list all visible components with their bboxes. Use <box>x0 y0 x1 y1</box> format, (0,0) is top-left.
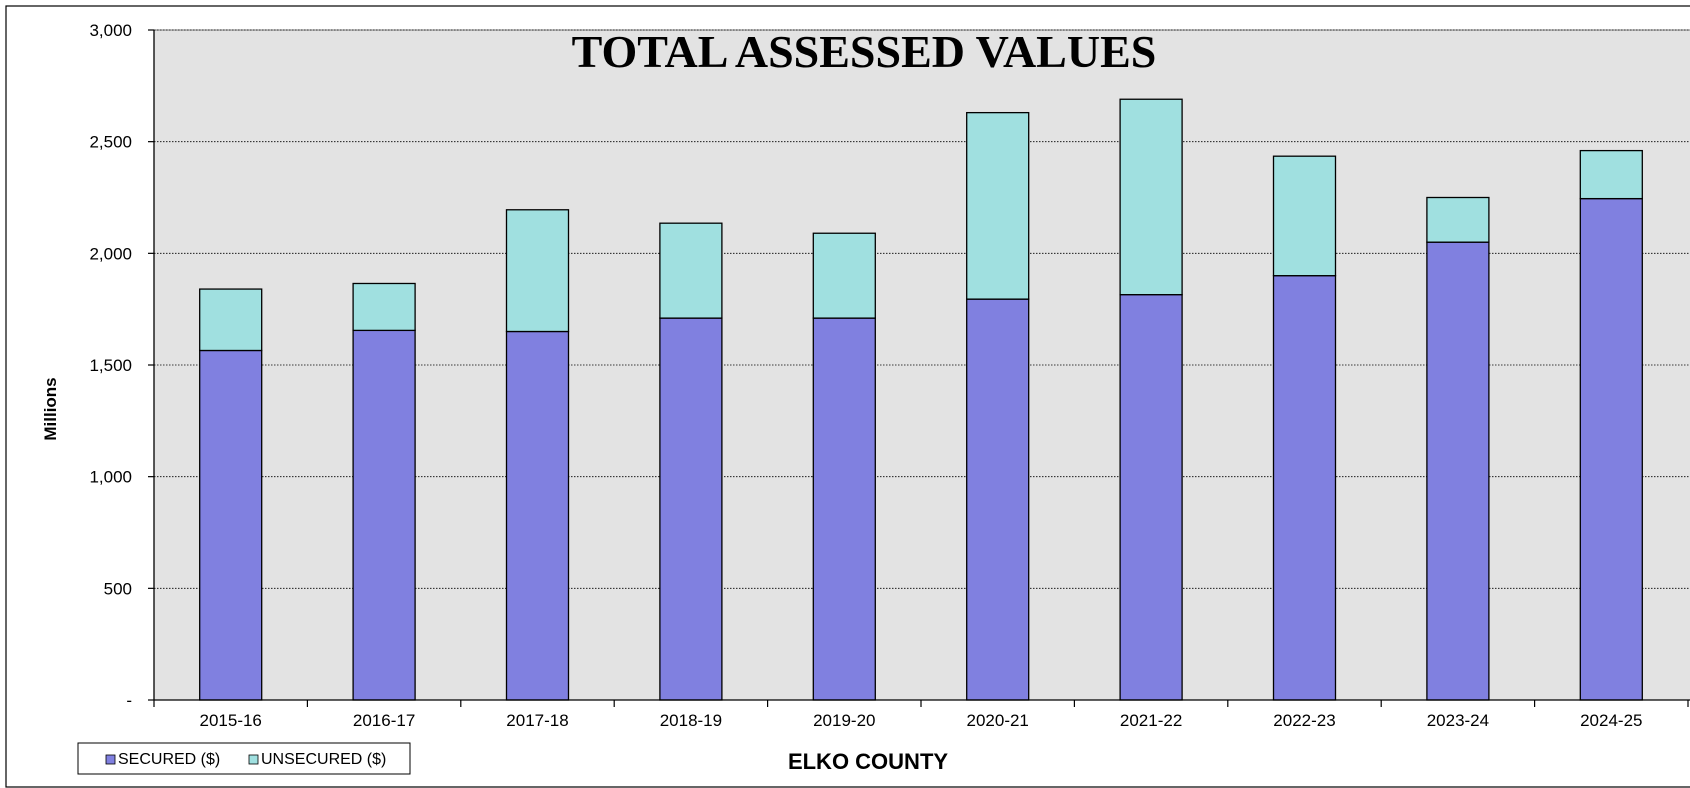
y-axis-ticks: - 500 1,000 1,500 2,000 2,500 3,000 <box>89 21 154 710</box>
x-tick-label: 2016-17 <box>353 711 415 730</box>
bar-unsecured <box>1579 149 1643 200</box>
bar-secured <box>352 329 416 701</box>
y-tick-label: 2,000 <box>89 244 132 263</box>
bar-unsecured <box>1272 155 1337 277</box>
legend-swatch-secured <box>105 754 116 765</box>
x-axis-ticks: 2015-16 2016-17 2017-18 2018-19 2019-20 2020-… <box>153 700 1689 730</box>
bar-secured <box>1579 197 1643 701</box>
bar-unsecured <box>352 282 416 332</box>
legend-swatch-unsecured <box>248 754 259 765</box>
bar-unsecured <box>505 209 570 333</box>
legend-label-secured: SECURED ($) <box>118 751 220 768</box>
bar-unsecured <box>812 232 876 319</box>
x-tick-label: 2022-23 <box>1273 711 1335 730</box>
bar-unsecured <box>199 288 263 352</box>
bar-unsecured <box>1119 98 1183 296</box>
y-tick-label: 1,000 <box>89 468 132 487</box>
x-tick-label: 2017-18 <box>506 711 568 730</box>
x-tick-label: 2021-22 <box>1120 711 1182 730</box>
bar-unsecured <box>966 111 1030 300</box>
y-tick-label: - <box>126 691 132 710</box>
bar-secured <box>812 317 876 701</box>
x-tick-label: 2024-25 <box>1580 711 1642 730</box>
y-tick-label: 3,000 <box>89 21 132 40</box>
x-tick-label: 2020-21 <box>967 711 1029 730</box>
bar-unsecured <box>1426 196 1490 243</box>
bar-unsecured <box>659 222 723 319</box>
legend-label-unsecured: UNSECURED ($) <box>261 751 386 768</box>
bar-secured <box>505 330 570 701</box>
y-tick-label: 500 <box>104 579 132 598</box>
legend-box <box>77 742 411 775</box>
bar-secured <box>966 298 1030 701</box>
bar-secured <box>1426 241 1490 701</box>
legend: SECURED ($) UNSECURED ($) <box>77 742 411 775</box>
x-tick-label: 2015-16 <box>200 711 262 730</box>
y-axis-title: Millions <box>41 377 60 440</box>
y-tick-label: 1,500 <box>89 356 132 375</box>
y-tick-label: 2,500 <box>89 133 132 152</box>
bar-secured <box>199 349 263 701</box>
bar-secured <box>1119 293 1183 701</box>
bar-secured <box>659 317 723 701</box>
x-tick-label: 2018-19 <box>660 711 722 730</box>
chart-title: TOTAL ASSESSED VALUES <box>572 26 1157 77</box>
x-axis-title: ELKO COUNTY <box>788 749 948 774</box>
x-tick-label: 2023-24 <box>1427 711 1489 730</box>
bars <box>199 98 1643 701</box>
x-tick-label: 2019-20 <box>813 711 875 730</box>
bar-secured <box>1272 275 1337 701</box>
